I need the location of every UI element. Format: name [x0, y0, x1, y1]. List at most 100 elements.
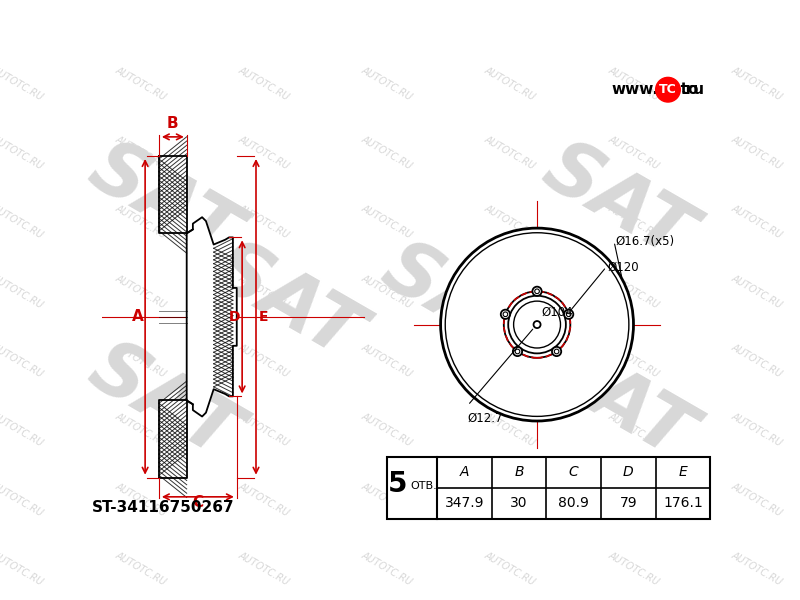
Text: AUTOTC.RU: AUTOTC.RU — [730, 412, 784, 449]
Text: AUTOTC.RU: AUTOTC.RU — [0, 481, 45, 518]
Text: AUTOTC.RU: AUTOTC.RU — [237, 550, 291, 587]
Polygon shape — [159, 400, 186, 478]
Text: AUTOTC.RU: AUTOTC.RU — [730, 342, 784, 379]
Text: Ø16.7(x5): Ø16.7(x5) — [615, 235, 674, 248]
Text: AUTOTC.RU: AUTOTC.RU — [606, 550, 661, 587]
Text: AUTOTC.RU: AUTOTC.RU — [360, 65, 414, 102]
Text: AUTOTC.RU: AUTOTC.RU — [237, 481, 291, 518]
Text: .ru: .ru — [680, 82, 704, 97]
Text: AUTOTC.RU: AUTOTC.RU — [730, 203, 784, 241]
Circle shape — [508, 296, 566, 353]
Text: SAT: SAT — [369, 231, 543, 375]
Text: AUTOTC.RU: AUTOTC.RU — [114, 412, 168, 449]
Text: AUTOTC.RU: AUTOTC.RU — [0, 550, 45, 587]
Text: AUTOTC.RU: AUTOTC.RU — [0, 412, 45, 449]
Text: 30: 30 — [510, 496, 528, 510]
Text: AUTOTC.RU: AUTOTC.RU — [237, 412, 291, 449]
Text: AUTOTC.RU: AUTOTC.RU — [114, 342, 168, 379]
Text: C: C — [569, 466, 578, 479]
Text: AUTOTC.RU: AUTOTC.RU — [483, 65, 538, 102]
Text: AUTOTC.RU: AUTOTC.RU — [606, 134, 661, 172]
Circle shape — [566, 312, 571, 317]
Text: AUTOTC.RU: AUTOTC.RU — [0, 342, 45, 379]
Bar — [387, 457, 710, 518]
Circle shape — [515, 349, 520, 354]
Text: AUTOTC.RU: AUTOTC.RU — [360, 481, 414, 518]
Circle shape — [656, 77, 680, 102]
Text: AUTOTC.RU: AUTOTC.RU — [0, 273, 45, 310]
Circle shape — [503, 312, 508, 317]
Text: AUTOTC.RU: AUTOTC.RU — [237, 342, 291, 379]
Text: AUTOTC.RU: AUTOTC.RU — [237, 65, 291, 102]
Text: AUTOTC.RU: AUTOTC.RU — [0, 65, 45, 102]
Text: AUTOTC.RU: AUTOTC.RU — [730, 550, 784, 587]
Text: B: B — [167, 116, 178, 131]
Text: 5: 5 — [388, 470, 407, 498]
Text: AUTOTC.RU: AUTOTC.RU — [360, 273, 414, 310]
Text: D: D — [623, 466, 634, 479]
Text: www.Auto: www.Auto — [612, 82, 699, 97]
Text: AUTOTC.RU: AUTOTC.RU — [483, 412, 538, 449]
Circle shape — [504, 291, 570, 358]
Text: AUTOTC.RU: AUTOTC.RU — [730, 481, 784, 518]
Text: AUTOTC.RU: AUTOTC.RU — [237, 273, 291, 310]
Polygon shape — [159, 156, 186, 233]
Circle shape — [446, 233, 629, 416]
Circle shape — [554, 349, 559, 354]
Text: SAT: SAT — [199, 231, 374, 375]
Text: AUTOTC.RU: AUTOTC.RU — [483, 134, 538, 172]
Text: SAT: SAT — [76, 331, 251, 475]
Text: AUTOTC.RU: AUTOTC.RU — [114, 550, 168, 587]
Text: AUTOTC.RU: AUTOTC.RU — [730, 273, 784, 310]
Text: AUTOTC.RU: AUTOTC.RU — [483, 203, 538, 241]
Text: 176.1: 176.1 — [663, 496, 703, 510]
Circle shape — [501, 310, 510, 319]
Text: Ø12.7: Ø12.7 — [468, 412, 503, 425]
Text: 347.9: 347.9 — [445, 496, 484, 510]
Text: AUTOTC.RU: AUTOTC.RU — [483, 481, 538, 518]
Text: AUTOTC.RU: AUTOTC.RU — [606, 203, 661, 241]
Text: AUTOTC.RU: AUTOTC.RU — [114, 481, 168, 518]
Text: AUTOTC.RU: AUTOTC.RU — [114, 65, 168, 102]
Circle shape — [441, 228, 634, 421]
Text: AUTOTC.RU: AUTOTC.RU — [114, 134, 168, 172]
Text: AUTOTC.RU: AUTOTC.RU — [360, 412, 414, 449]
Text: SAT: SAT — [530, 331, 706, 475]
Text: SAT: SAT — [76, 131, 251, 275]
Text: AUTOTC.RU: AUTOTC.RU — [606, 342, 661, 379]
Text: AUTOTC.RU: AUTOTC.RU — [483, 550, 538, 587]
Text: AUTOTC.RU: AUTOTC.RU — [114, 203, 168, 241]
Text: AUTOTC.RU: AUTOTC.RU — [237, 134, 291, 172]
Text: AUTOTC.RU: AUTOTC.RU — [237, 203, 291, 241]
Text: AUTOTC.RU: AUTOTC.RU — [360, 134, 414, 172]
Text: E: E — [259, 310, 269, 324]
Text: C: C — [192, 495, 203, 510]
Text: AUTOTC.RU: AUTOTC.RU — [360, 550, 414, 587]
Text: 79: 79 — [619, 496, 637, 510]
Circle shape — [514, 301, 561, 348]
Text: AUTOTC.RU: AUTOTC.RU — [606, 412, 661, 449]
Text: AUTOTC.RU: AUTOTC.RU — [0, 203, 45, 241]
Text: AUTOTC.RU: AUTOTC.RU — [360, 203, 414, 241]
Text: D: D — [229, 310, 240, 324]
Circle shape — [513, 347, 522, 356]
Polygon shape — [186, 217, 237, 416]
Text: A: A — [459, 466, 469, 479]
Text: E: E — [678, 466, 687, 479]
Text: AUTOTC.RU: AUTOTC.RU — [114, 273, 168, 310]
Text: AUTOTC.RU: AUTOTC.RU — [606, 65, 661, 102]
Text: 80.9: 80.9 — [558, 496, 589, 510]
Text: AUTOTC.RU: AUTOTC.RU — [0, 134, 45, 172]
Circle shape — [564, 310, 574, 319]
Text: Ø120: Ø120 — [608, 260, 639, 274]
Text: B: B — [514, 466, 524, 479]
Text: AUTOTC.RU: AUTOTC.RU — [606, 481, 661, 518]
Text: AUTOTC.RU: AUTOTC.RU — [606, 273, 661, 310]
Text: TC: TC — [659, 83, 677, 96]
Circle shape — [534, 289, 539, 293]
Text: Ø104: Ø104 — [542, 305, 574, 319]
Circle shape — [534, 321, 541, 328]
Text: ОТВ.: ОТВ. — [410, 481, 437, 491]
Text: AUTOTC.RU: AUTOTC.RU — [483, 273, 538, 310]
Text: AUTOTC.RU: AUTOTC.RU — [730, 65, 784, 102]
